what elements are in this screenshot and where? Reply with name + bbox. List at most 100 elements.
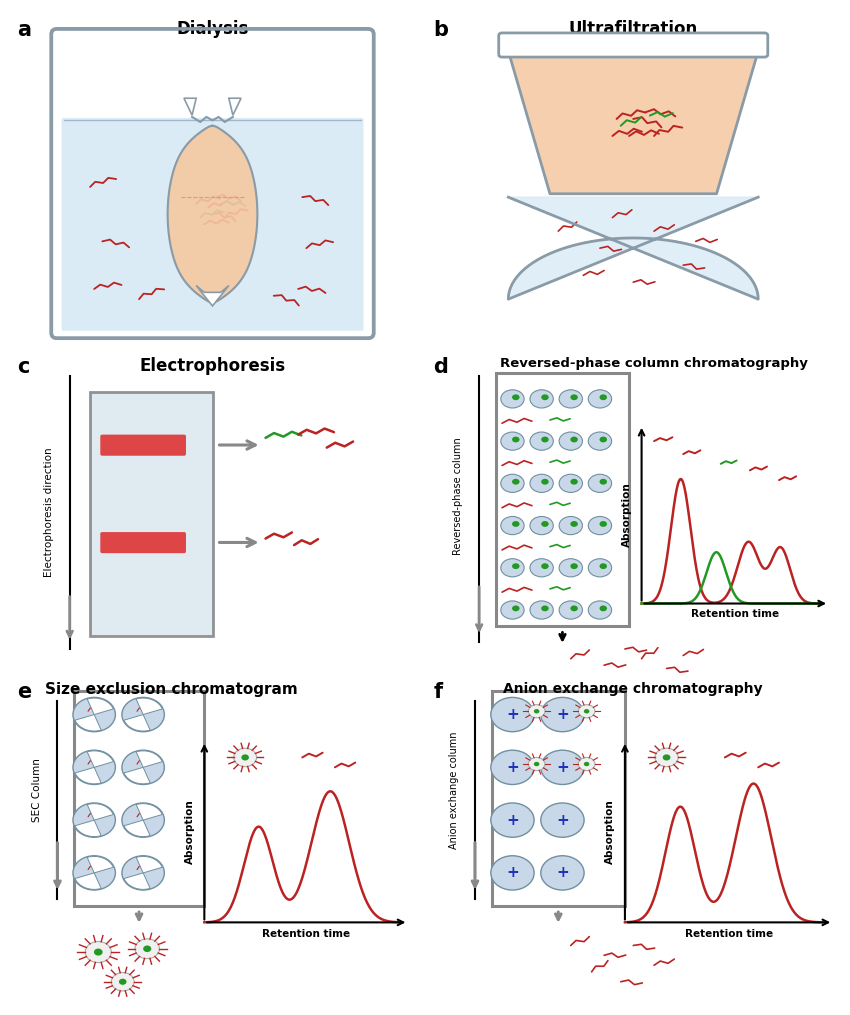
Text: +: + [506,760,518,774]
Wedge shape [88,857,113,873]
Wedge shape [136,804,162,820]
Circle shape [111,972,134,991]
Circle shape [530,601,553,619]
Circle shape [530,558,553,577]
Circle shape [578,757,595,770]
Circle shape [663,754,671,760]
Text: +: + [556,760,569,774]
Circle shape [512,479,519,484]
Text: Ultrafiltration: Ultrafiltration [569,20,698,39]
Circle shape [588,432,612,451]
FancyBboxPatch shape [51,28,374,338]
Circle shape [599,521,607,527]
Circle shape [559,390,582,408]
Circle shape [534,762,540,766]
Wedge shape [124,715,150,731]
Text: Reversed-phase column: Reversed-phase column [453,437,463,555]
Circle shape [599,479,607,484]
Text: Dialysis: Dialysis [176,20,249,39]
Circle shape [529,757,545,770]
Circle shape [512,436,519,443]
Circle shape [559,517,582,535]
Circle shape [541,803,584,837]
Circle shape [490,697,534,732]
Circle shape [122,803,164,837]
Circle shape [119,978,127,985]
Text: Retention time: Retention time [691,609,779,618]
Text: +: + [556,866,569,880]
Circle shape [654,748,678,766]
Text: +: + [506,813,518,827]
Circle shape [584,762,589,766]
Text: d: d [434,356,448,377]
Text: Retention time: Retention time [685,929,774,939]
Circle shape [588,517,612,535]
Wedge shape [136,698,162,715]
Circle shape [122,750,164,785]
Circle shape [541,479,549,484]
Circle shape [85,942,111,962]
Circle shape [588,601,612,619]
Circle shape [599,606,607,611]
Circle shape [541,750,584,785]
Circle shape [588,558,612,577]
Polygon shape [508,51,758,194]
Circle shape [490,803,534,837]
Circle shape [529,704,545,718]
Circle shape [530,517,553,535]
Text: Anion exchange chromatography: Anion exchange chromatography [503,682,763,695]
Circle shape [559,432,582,451]
Circle shape [570,563,578,569]
Wedge shape [88,804,113,820]
Wedge shape [75,767,101,784]
Circle shape [501,517,524,535]
Wedge shape [124,820,150,836]
Circle shape [501,601,524,619]
Circle shape [73,803,116,837]
Circle shape [534,709,540,714]
FancyBboxPatch shape [61,118,364,331]
Circle shape [559,474,582,492]
Polygon shape [508,197,758,299]
Wedge shape [136,857,162,873]
Polygon shape [167,126,258,302]
Circle shape [530,390,553,408]
Circle shape [599,563,607,569]
Text: e: e [17,682,31,701]
FancyBboxPatch shape [100,434,186,456]
FancyBboxPatch shape [499,32,768,57]
Text: Absorption: Absorption [622,482,632,546]
Wedge shape [88,751,113,767]
Polygon shape [184,98,196,116]
Circle shape [530,432,553,451]
Circle shape [122,697,164,732]
Circle shape [570,479,578,484]
Circle shape [490,856,534,890]
Wedge shape [124,767,150,784]
Circle shape [599,436,607,443]
Circle shape [94,949,103,955]
FancyBboxPatch shape [496,373,629,626]
Circle shape [73,750,116,785]
Circle shape [541,521,549,527]
FancyBboxPatch shape [90,393,212,636]
Text: Retention time: Retention time [263,929,350,939]
FancyBboxPatch shape [100,532,186,553]
FancyBboxPatch shape [74,691,204,905]
Circle shape [512,521,519,527]
Circle shape [588,390,612,408]
Circle shape [501,390,524,408]
Circle shape [501,432,524,451]
Polygon shape [229,98,241,116]
Text: Electrophoresis direction: Electrophoresis direction [44,448,54,578]
Circle shape [122,856,164,890]
Circle shape [541,563,549,569]
Wedge shape [88,698,113,715]
Circle shape [541,697,584,732]
Circle shape [541,856,584,890]
Circle shape [143,946,151,952]
Circle shape [490,750,534,785]
Text: Absorption: Absorption [605,799,615,864]
Circle shape [135,939,160,958]
Text: +: + [556,813,569,827]
